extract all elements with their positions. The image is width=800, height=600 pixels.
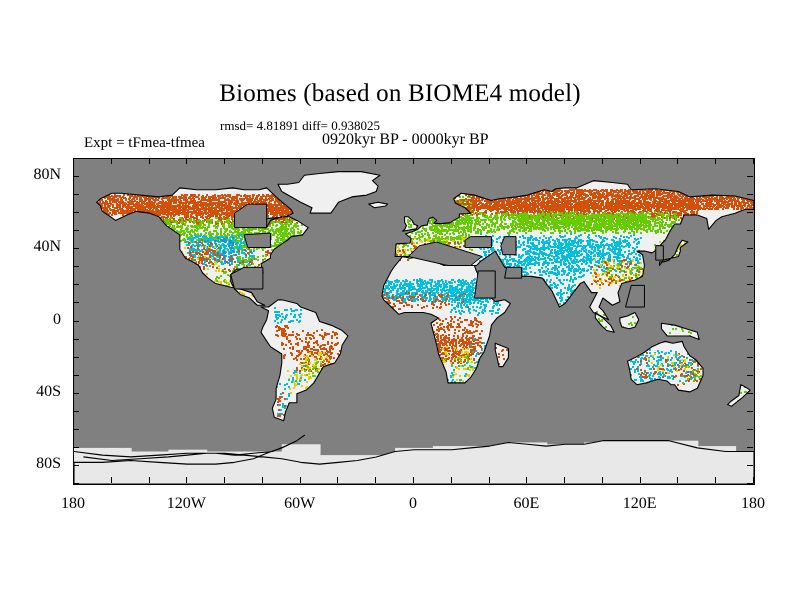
tick-x-bottom — [450, 477, 452, 483]
tick-x-bottom — [677, 477, 679, 483]
tick-x-bottom — [639, 477, 641, 483]
tick-y-left — [73, 158, 79, 159]
x-axis-label: 180 — [61, 495, 85, 512]
tick-y-right — [747, 392, 753, 394]
tick-x-top — [601, 158, 603, 164]
tick-x-bottom — [601, 477, 603, 483]
map-plot-area — [73, 158, 755, 485]
tick-x-top — [488, 158, 490, 164]
x-axis-label: 120W — [166, 495, 206, 512]
tick-y-right — [747, 320, 753, 322]
tick-y-right — [747, 230, 753, 232]
tick-y-left — [73, 374, 79, 376]
tick-x-bottom — [413, 477, 414, 483]
tick-y-right — [747, 248, 753, 250]
tick-x-top — [413, 158, 414, 164]
tick-x-bottom — [186, 477, 188, 483]
tick-y-left — [73, 464, 79, 466]
tick-y-right — [747, 302, 753, 304]
tick-y-right — [747, 446, 753, 448]
tick-x-bottom — [224, 477, 226, 483]
x-axis-label: 0 — [409, 495, 417, 512]
tick-y-right — [747, 374, 753, 376]
tick-y-left — [73, 176, 79, 178]
tick-x-bottom — [715, 477, 717, 483]
tick-y-right — [747, 212, 753, 214]
tick-y-left — [73, 302, 79, 304]
tick-x-bottom — [148, 477, 150, 483]
tick-y-right — [747, 356, 753, 358]
tick-y-left — [73, 446, 79, 448]
tick-y-left — [73, 194, 79, 196]
tick-x-bottom — [337, 477, 339, 483]
tick-x-bottom — [375, 477, 377, 483]
tick-y-left — [73, 483, 79, 484]
tick-x-top — [639, 158, 641, 164]
tick-x-bottom — [753, 477, 754, 483]
tick-x-bottom — [261, 477, 263, 483]
tick-x-top — [337, 158, 339, 164]
y-axis-label: 40S — [36, 382, 61, 400]
tick-x-top — [73, 158, 74, 164]
x-axis-label: 120E — [622, 495, 657, 512]
page-title: Biomes (based on BIOME4 model) — [219, 80, 581, 107]
tick-y-left — [73, 410, 79, 412]
biome-map — [74, 159, 754, 484]
statistics-annotation: rmsd= 4.81891 diff= 0.938025 — [220, 118, 380, 133]
tick-x-top — [375, 158, 377, 164]
tick-x-top — [148, 158, 150, 164]
y-axis-label: 0 — [53, 310, 61, 328]
tick-y-left — [73, 356, 79, 358]
tick-y-left — [73, 266, 79, 268]
tick-x-bottom — [110, 477, 112, 483]
period-label: 0920kyr BP - 0000kyr BP — [322, 131, 489, 148]
tick-x-top — [564, 158, 566, 164]
tick-y-left — [73, 212, 79, 214]
y-axis-label: 80S — [36, 454, 61, 472]
x-axis-label: 60E — [513, 495, 540, 512]
tick-x-top — [186, 158, 188, 164]
tick-y-left — [73, 248, 79, 250]
tick-x-bottom — [488, 477, 490, 483]
tick-x-top — [677, 158, 679, 164]
tick-y-right — [747, 194, 753, 196]
tick-y-right — [747, 464, 753, 466]
tick-x-top — [299, 158, 301, 164]
tick-y-right — [747, 483, 753, 484]
tick-x-top — [224, 158, 226, 164]
tick-y-left — [73, 338, 79, 340]
experiment-label: Expt = tFmea-tfmea — [84, 135, 205, 151]
tick-y-left — [73, 284, 79, 286]
tick-x-top — [110, 158, 112, 164]
tick-y-left — [73, 392, 79, 394]
tick-x-top — [715, 158, 717, 164]
tick-x-top — [261, 158, 263, 164]
tick-x-bottom — [564, 477, 566, 483]
tick-y-right — [747, 176, 753, 178]
tick-y-left — [73, 428, 79, 430]
x-axis-label: 60W — [284, 495, 316, 512]
tick-y-left — [73, 320, 79, 322]
tick-y-left — [73, 230, 79, 232]
y-axis-label: 40N — [33, 238, 61, 256]
tick-x-top — [526, 158, 528, 164]
tick-y-right — [747, 338, 753, 340]
tick-y-right — [747, 410, 753, 412]
tick-x-bottom — [526, 477, 528, 483]
x-axis-label: 180 — [741, 495, 765, 512]
tick-y-right — [747, 266, 753, 268]
tick-y-right — [747, 428, 753, 430]
tick-y-right — [747, 284, 753, 286]
tick-x-bottom — [73, 477, 74, 483]
tick-x-bottom — [299, 477, 301, 483]
y-axis-label: 80N — [33, 166, 61, 184]
tick-x-top — [450, 158, 452, 164]
tick-x-top — [753, 158, 754, 164]
tick-y-right — [747, 158, 753, 159]
